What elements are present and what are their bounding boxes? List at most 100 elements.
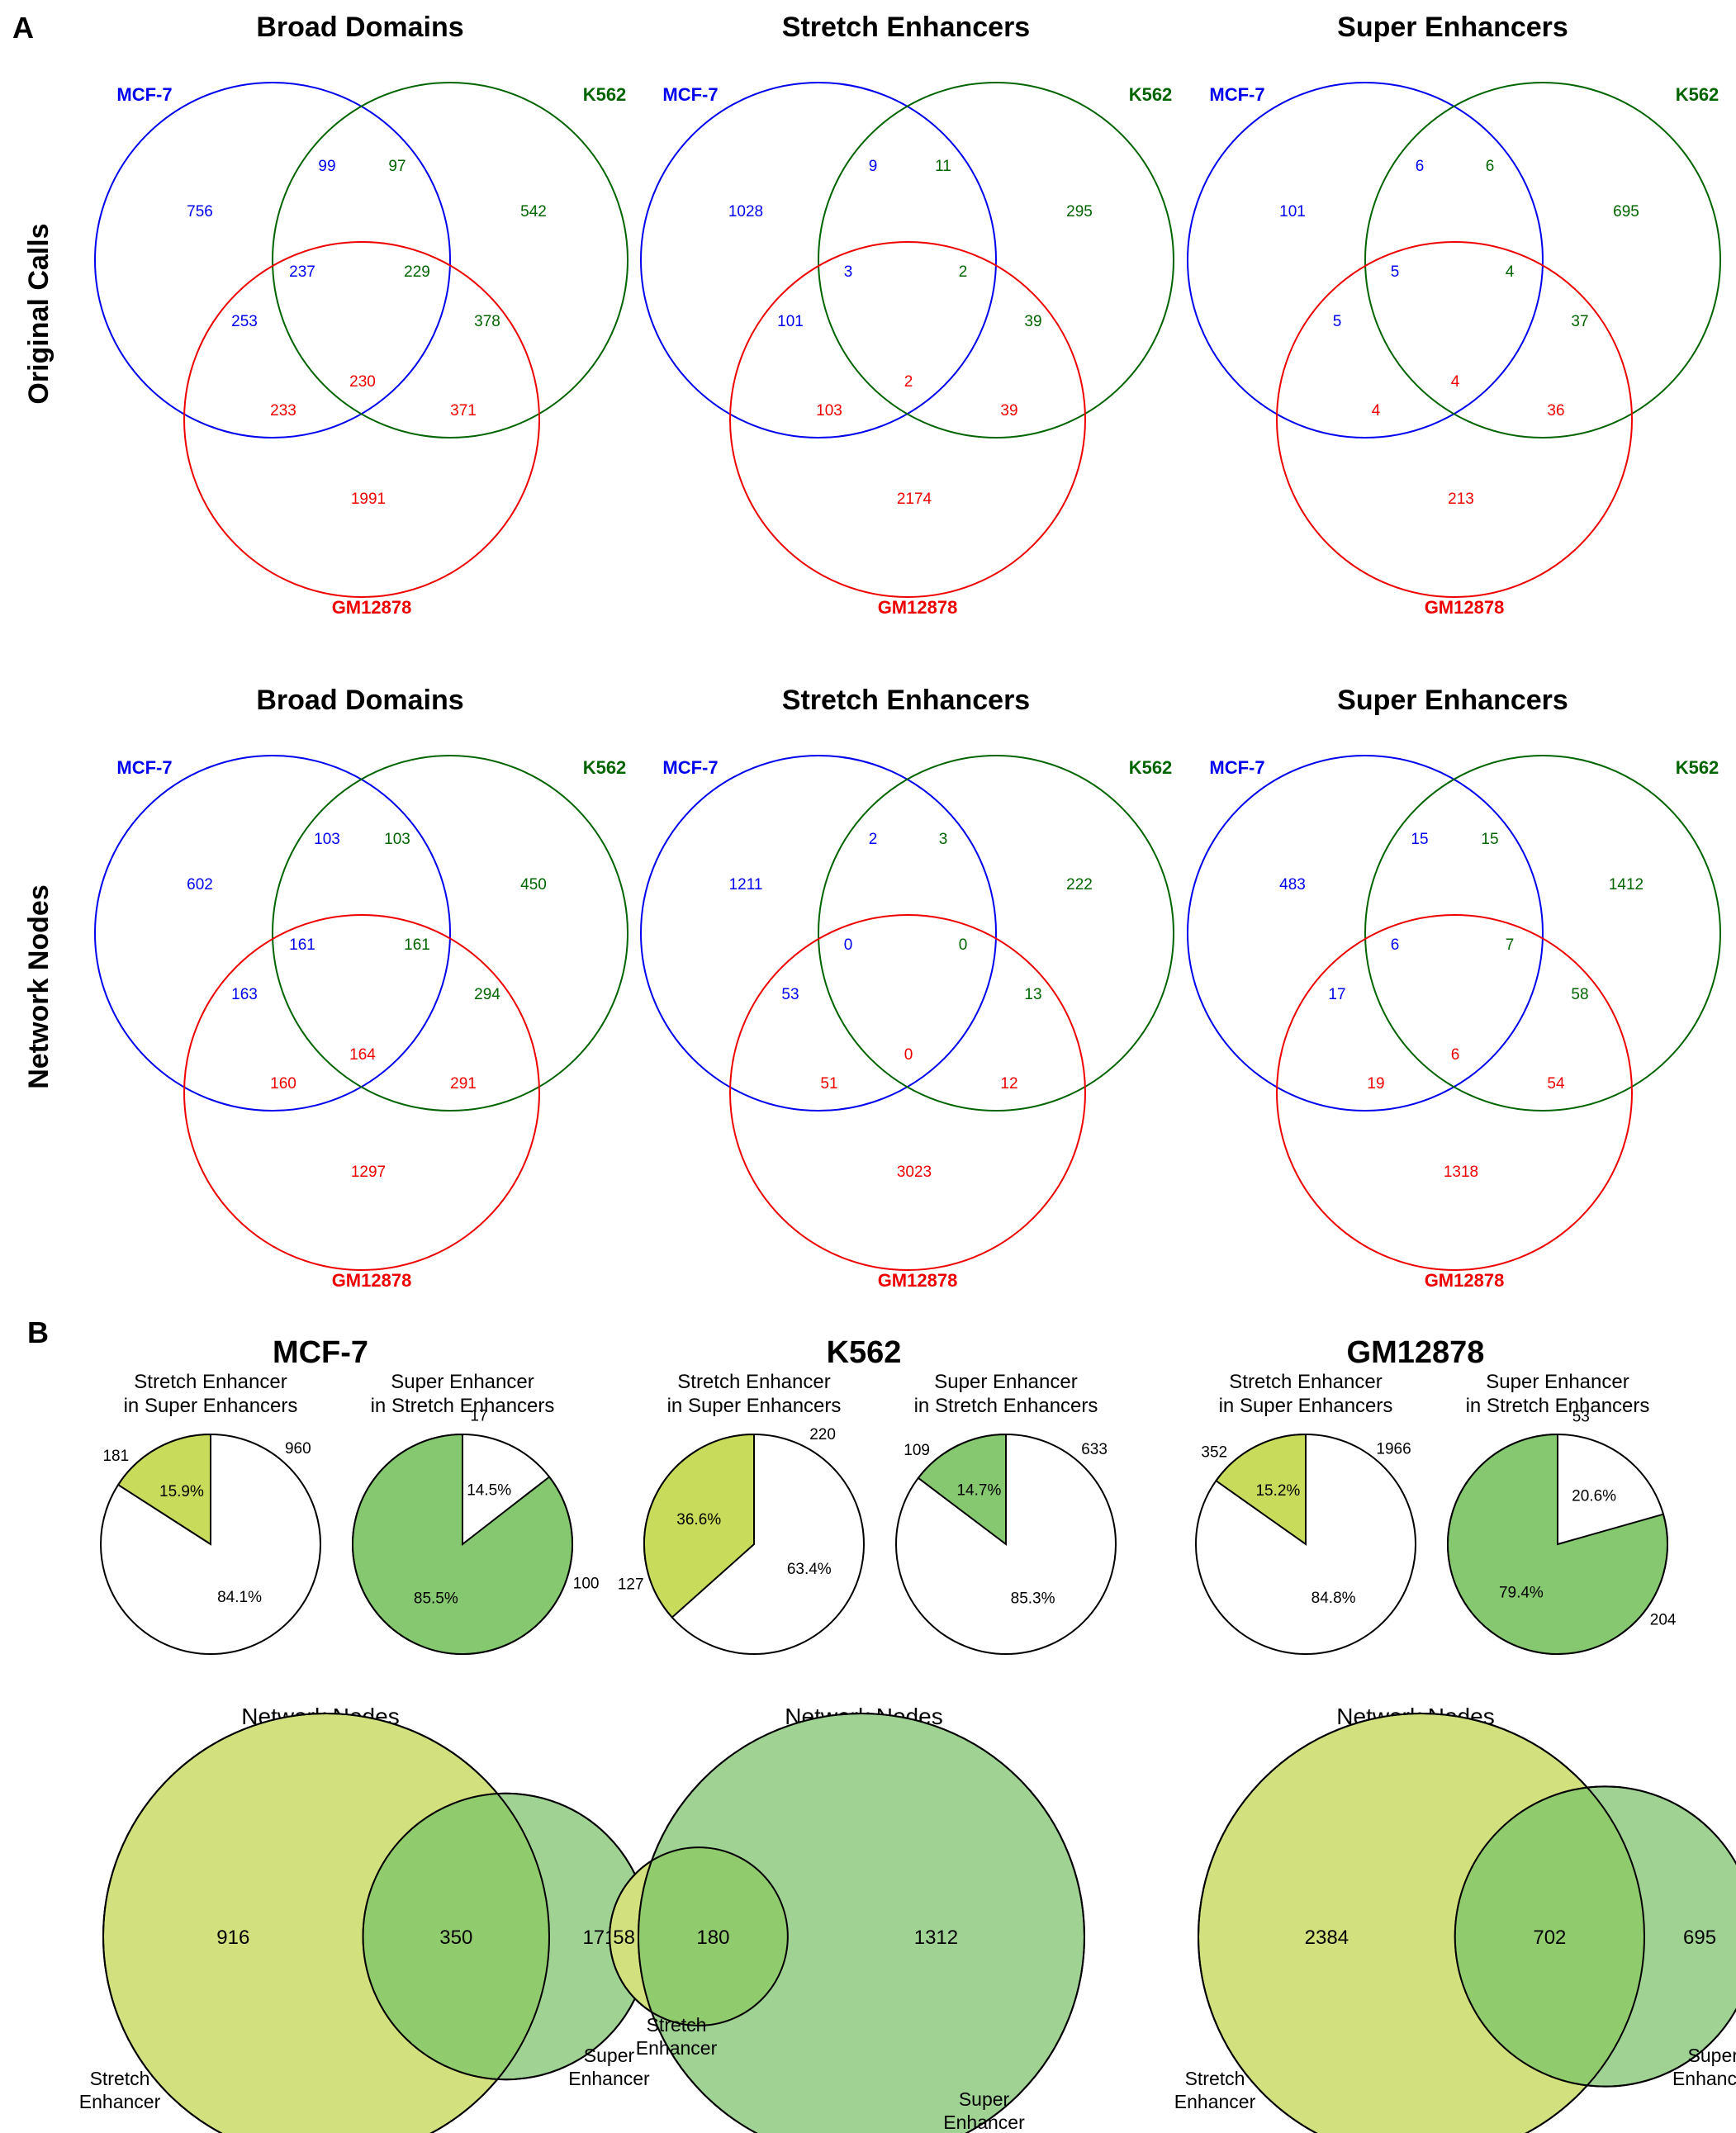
stretch-outline [609, 1846, 789, 2026]
venn-count-abc2: 4 [1506, 263, 1515, 281]
pie-count-slice: 181 [102, 1448, 129, 1465]
network-count-stretch-only: 2384 [1305, 1927, 1349, 1949]
venn-title: Broad Domains [256, 12, 463, 43]
pie-slice [643, 1433, 755, 1619]
pie-count-slice: 127 [618, 1576, 644, 1594]
venn-count-ac1: 53 [781, 986, 799, 1003]
pie-percent-rest: 14.5% [467, 1481, 511, 1499]
super-label-line2: Enhancer [943, 2112, 1025, 2133]
venn-count-bc1: 39 [1024, 313, 1041, 330]
set-label-mcf7: MCF-7 [116, 757, 172, 778]
venn-circle-mcf7 [640, 82, 997, 438]
venn3-1-2: Super Enhancers MCF-7 K562 GM12878 483 1412 13… [1187, 685, 1721, 1291]
stretch-label-line1: Stretch [1185, 2068, 1245, 2089]
stretch-label-line1: Stretch [90, 2068, 150, 2089]
pie-title-line1: Stretch Enhancer [1229, 1371, 1382, 1393]
pie-percent-slice: 15.2% [1255, 1482, 1300, 1500]
venn-count-ac2: 51 [820, 1075, 837, 1093]
network-venn: Network Nodes916350171StretchEnhancerSup… [79, 1704, 650, 2133]
row-label-1: Network Nodes [23, 884, 55, 1089]
pie-percent-rest: 84.8% [1311, 1590, 1356, 1607]
pie-slice [1447, 1433, 1668, 1655]
venn-count-abc1: 0 [844, 936, 853, 954]
venn-count-ab2: 3 [939, 831, 948, 848]
venn-circle-gm12878 [1276, 241, 1633, 598]
venn-count-c: 1297 [351, 1164, 386, 1181]
venn-count-a: 602 [187, 876, 213, 893]
pie-percent-rest: 85.3% [1011, 1590, 1055, 1607]
venn-count-abc1: 3 [844, 263, 853, 281]
venn-count-bc1: 378 [474, 313, 500, 330]
panel-b-letter: B [27, 1315, 49, 1349]
venn-count-abc2: 2 [959, 263, 968, 281]
venn-count-ab2: 11 [935, 158, 951, 175]
venn-count-ac1: 17 [1328, 986, 1345, 1003]
pie-title-line1: Stretch Enhancer [134, 1371, 287, 1393]
venn-circle-k562 [1364, 82, 1721, 438]
pie-count-rest: 960 [285, 1440, 311, 1458]
pie-title-line1: Super Enhancer [391, 1371, 534, 1393]
venn-count-abc1: 161 [289, 936, 315, 954]
set-label-gm12878: GM12878 [332, 597, 412, 618]
venn-count-b: 1412 [1609, 876, 1644, 893]
pie-title-line2: in Super Enhancers [124, 1395, 298, 1417]
venn-count-bc2: 371 [450, 402, 477, 419]
venn-count-abc2: 229 [404, 263, 430, 281]
pie-count-slice: 100 [573, 1575, 600, 1592]
overlap-region [1454, 1786, 1644, 2087]
venn-count-b: 695 [1613, 203, 1639, 220]
venn-count-ab1: 9 [869, 158, 878, 175]
pie-title-line2: in Stretch Enhancers [1466, 1395, 1650, 1417]
stretch-label-line1: Stretch [647, 2014, 707, 2036]
set-label-k562: K562 [583, 757, 627, 778]
venn-count-ab2: 15 [1481, 831, 1498, 848]
venn-count-ab1: 15 [1411, 831, 1428, 848]
stretch-outline [1198, 1713, 1645, 2133]
set-label-mcf7: MCF-7 [662, 84, 718, 105]
venn-count-abc3: 0 [904, 1046, 913, 1064]
venn-circle-gm12878 [729, 241, 1086, 598]
venn-count-c: 3023 [897, 1164, 932, 1181]
venn-count-abc3: 4 [1451, 373, 1460, 391]
venn-circle-mcf7 [1187, 82, 1544, 438]
set-label-mcf7: MCF-7 [116, 84, 172, 105]
venn-title: Broad Domains [256, 685, 463, 716]
stretch-label-line2: Enhancer [1174, 2091, 1256, 2112]
venn-circle-k562 [818, 755, 1174, 1112]
venn-count-abc2: 7 [1506, 936, 1515, 954]
venn-count-a: 756 [187, 203, 213, 220]
venn-count-ab1: 99 [318, 158, 335, 175]
cell-title: K562 [827, 1335, 902, 1370]
venn-title: Stretch Enhancers [782, 12, 1030, 43]
venn-count-a: 483 [1279, 876, 1306, 893]
pie-percent-rest: 20.6% [1572, 1488, 1616, 1505]
venn-count-abc3: 6 [1451, 1046, 1460, 1064]
venn-count-ac2: 4 [1372, 402, 1381, 419]
venn-count-bc2: 39 [1000, 402, 1017, 419]
super-label-line1: Super [1688, 2045, 1736, 2066]
pie-percent-slice: 14.7% [956, 1482, 1001, 1500]
pie-count-rest: 53 [1572, 1409, 1590, 1426]
pie-slice [1215, 1433, 1307, 1546]
venn-count-bc2: 12 [1000, 1075, 1017, 1093]
venn-count-bc1: 13 [1024, 986, 1041, 1003]
stretch-label-line2: Enhancer [636, 2037, 718, 2059]
venn-count-ac1: 101 [777, 313, 804, 330]
venn-count-ac2: 160 [270, 1075, 296, 1093]
venn-count-ac2: 19 [1367, 1075, 1384, 1093]
network-venn: Network Nodes581801312StretchEnhancerSup… [609, 1704, 1085, 2133]
network-count-overlap: 180 [696, 1927, 729, 1949]
network-venn: Network Nodes2384702695StretchEnhancerSu… [1174, 1704, 1736, 2133]
pie-title-line2: in Stretch Enhancers [914, 1395, 1098, 1417]
venn-count-ab1: 103 [314, 831, 340, 848]
set-label-k562: K562 [1129, 757, 1173, 778]
